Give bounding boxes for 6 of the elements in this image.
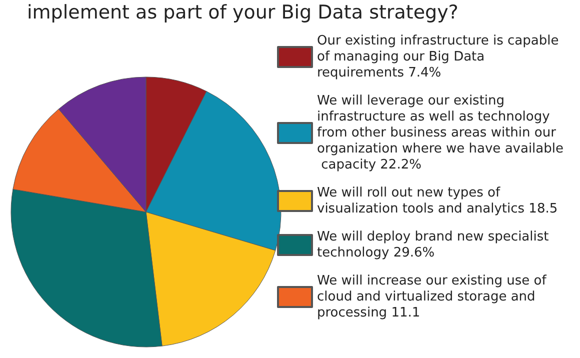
- legend-label: We will roll out new types of visualization tools and analytics 18.5: [317, 186, 558, 216]
- chart-title: implement as part of your Big Data strategy?: [27, 2, 458, 24]
- legend-label: We will deploy brand new specialist technology 29.6%: [317, 230, 553, 260]
- legend-label: We will leverage our existing infrastructure as well as technology from other business areas within our organization where we have available capacity 22.2%: [317, 94, 564, 172]
- legend-label: We will increase our existing use of cloud and virtualized storage and processing 11.1: [317, 274, 550, 320]
- legend-label: Our existing infrastructure is capable of managing our Big Data requirements 7.4%: [317, 34, 563, 80]
